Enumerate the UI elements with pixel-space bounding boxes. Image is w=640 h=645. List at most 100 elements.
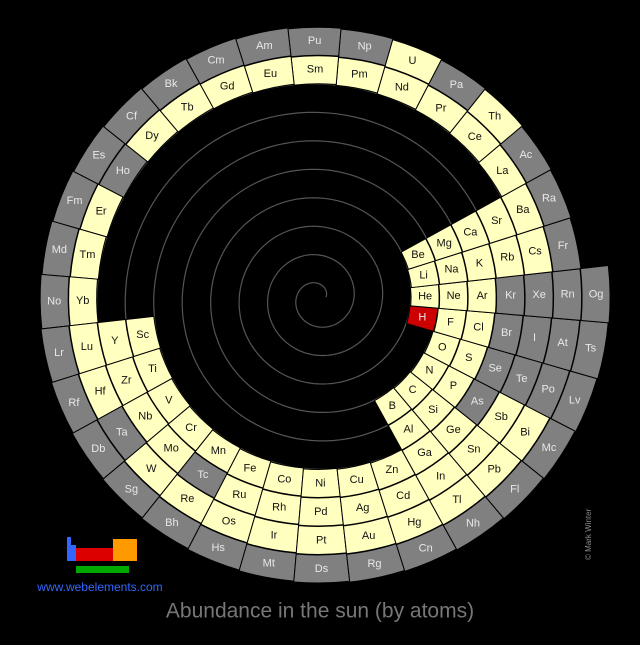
element-symbol: Ds [315,563,329,575]
title: Abundance in the sun (by atoms) [166,600,474,623]
element-symbol: Fl [510,484,519,496]
element-symbol: S [465,352,472,364]
element-symbol: Po [541,384,554,396]
element-symbol: Hs [211,542,225,554]
element-symbol: Ac [519,149,532,161]
element-symbol: Au [362,530,375,542]
icon-p-block [113,539,137,561]
element-symbol: Cm [207,54,224,66]
element-symbol: Be [411,249,424,261]
credit: © Mark Winter [584,508,593,560]
element-symbol: Sr [491,215,502,227]
element-symbol: Bi [520,426,530,438]
element-symbol: Th [488,111,501,123]
icon-f-block [76,566,129,573]
element-symbol: Fm [67,195,83,207]
element-symbol: Ts [585,342,597,354]
element-symbol: Ba [516,204,530,216]
element-symbol: Sm [307,64,324,76]
element-symbol: Lv [569,394,581,406]
element-symbol: Fr [558,240,569,252]
element-symbol: Ni [315,477,325,489]
element-symbol: Ar [477,290,488,302]
element-symbol: Si [428,404,438,416]
element-symbol: Ag [356,502,369,514]
element-symbol: Cr [185,422,197,434]
element-symbol: Zn [385,464,398,476]
icon-d-block [76,548,113,561]
element-symbol: Rg [367,558,381,570]
element-symbol: Hg [407,516,421,528]
element-symbol: Ta [116,427,129,439]
element-symbol: Ge [446,424,461,436]
element-symbol: Cl [473,322,483,334]
element-symbol: At [557,337,567,349]
element-symbol: Os [222,516,237,528]
element-symbol: Tc [197,469,209,481]
element-symbol: Zr [121,374,132,386]
element-symbol: Am [256,40,273,52]
element-symbol: Md [52,244,67,256]
element-symbol: Sn [467,444,480,456]
element-symbol: P [450,380,457,392]
element-symbol: Dy [145,130,159,142]
element-cell [579,265,611,324]
element-cells: H He Li Be B CNO F Ne Na Mg Al Si P S Cl Ar K Ca Sc Ti V Cr Mn… [39,26,611,584]
element-symbol: Pr [435,103,446,115]
element-symbol: Pt [316,534,326,546]
element-symbol: Ga [417,447,433,459]
element-symbol: Er [96,205,107,217]
icon-s-block [71,545,76,561]
element-symbol: K [476,258,484,270]
element-symbol: Gd [220,81,235,93]
element-symbol: Pm [351,68,368,80]
element-symbol: Eu [264,68,277,80]
element-symbol: Pu [308,35,321,47]
element-symbol: Mc [542,442,557,454]
element-symbol: Ca [463,226,478,238]
element-symbol: Se [488,363,501,375]
element-symbol: Ce [468,131,482,143]
element-symbol: Tl [452,494,461,506]
element-symbol: Db [91,443,105,455]
element-symbol: Mo [164,443,179,455]
element-symbol: Nh [466,517,480,529]
element-symbol: I [533,332,536,344]
element-symbol: Li [419,269,428,281]
element-symbol: Ru [232,489,246,501]
icon-s-block [67,537,71,561]
element-symbol: Mt [263,558,275,570]
element-symbol: Lr [54,347,64,359]
element-symbol: In [436,471,445,483]
element-symbol: Mg [437,238,452,250]
element-cell [400,237,436,270]
element-symbol: Ra [542,193,557,205]
element-symbol: Te [516,373,528,385]
element-symbol: Sg [125,484,138,496]
element-symbol: H [418,311,426,323]
element-symbol: Pb [487,464,500,476]
element-symbol: Pd [314,506,327,518]
element-symbol: He [418,291,432,303]
element-symbol: Rf [68,397,80,409]
element-symbol: La [496,165,509,177]
element-symbol: No [47,295,61,307]
element-symbol: F [447,317,454,329]
element-symbol: Fe [243,463,256,475]
element-symbol: Al [404,424,414,436]
element-symbol: Lu [81,341,93,353]
element-symbol: Np [358,40,372,52]
element-symbol: Og [589,288,604,300]
website-link[interactable]: www.webelements.com [36,580,162,594]
element-symbol: Cn [419,543,433,555]
element-symbol: As [471,395,484,407]
element-symbol: Br [501,327,512,339]
element-symbol: Sc [136,329,149,341]
element-symbol: W [146,463,157,475]
mini-table-icon [67,537,137,573]
element-symbol: Bk [165,78,178,90]
element-symbol: Ti [148,363,157,375]
element-symbol: O [438,342,447,354]
element-symbol: Hf [95,386,107,398]
